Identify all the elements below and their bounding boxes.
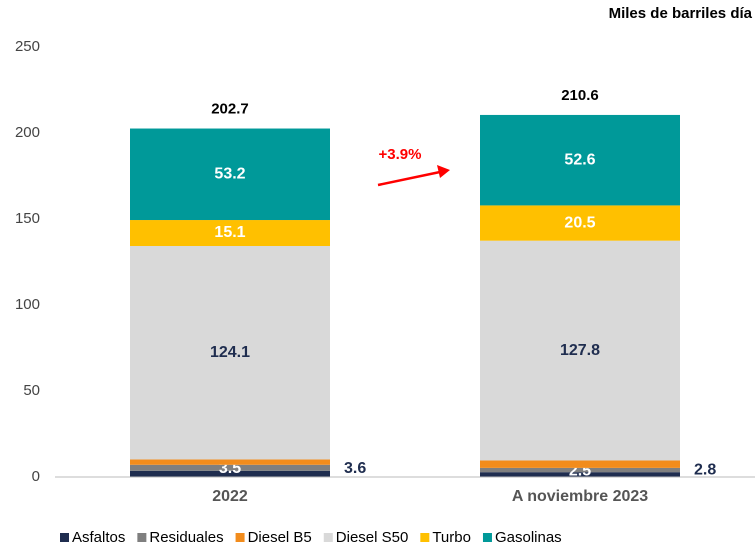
legend-label: Diesel S50 [336, 529, 409, 546]
data-label: 20.5 [564, 214, 595, 231]
legend-swatch [420, 533, 430, 542]
legend-swatch [323, 533, 333, 542]
bar-segment [480, 240, 680, 461]
legend-label: Diesel B5 [248, 529, 312, 546]
data-label: 3.6 [344, 460, 366, 477]
arrow [377, 170, 441, 187]
data-label: 124.1 [210, 344, 250, 361]
y-tick-label: 100 [15, 296, 40, 313]
legend-swatch [137, 533, 147, 542]
data-label: 15.1 [214, 224, 245, 241]
bar-segment [130, 246, 330, 460]
bar-segment [130, 470, 330, 477]
legend-label: Gasolinas [495, 529, 562, 546]
arrow-head [437, 165, 450, 178]
total-label: 210.6 [561, 87, 599, 104]
legend-label: Residuales [149, 529, 223, 546]
bar-segment [130, 128, 330, 221]
data-label: 2.8 [694, 461, 716, 478]
bar-segment [480, 460, 680, 468]
annotation: +3.9% [379, 146, 422, 163]
y-tick-label: 50 [23, 382, 40, 399]
bar-segment [130, 220, 330, 247]
legend-label: Asfaltos [72, 529, 125, 546]
legend-label: Turbo [432, 529, 471, 546]
legend-swatch [235, 533, 245, 542]
total-label: 202.7 [211, 100, 249, 117]
legend-swatch [60, 533, 69, 542]
bar-segment [480, 114, 680, 206]
y-tick-label: 0 [32, 468, 40, 485]
data-label: 52.6 [564, 151, 595, 168]
y-tick-label: 250 [15, 38, 40, 55]
unit-label: Miles de barriles día [609, 5, 753, 22]
x-tick-label: 2022 [212, 488, 248, 505]
bar-segment [130, 459, 330, 465]
bar-segment [480, 472, 680, 477]
legend-swatch [482, 533, 492, 542]
bar-segment [130, 464, 330, 471]
bar-segment [480, 467, 680, 473]
y-tick-label: 200 [15, 124, 40, 141]
bar-segment [480, 205, 680, 241]
data-label: 53.2 [214, 165, 245, 182]
x-tick-label: A noviembre 2023 [512, 488, 648, 505]
y-tick-label: 150 [15, 210, 40, 227]
data-label: 127.8 [560, 342, 600, 359]
